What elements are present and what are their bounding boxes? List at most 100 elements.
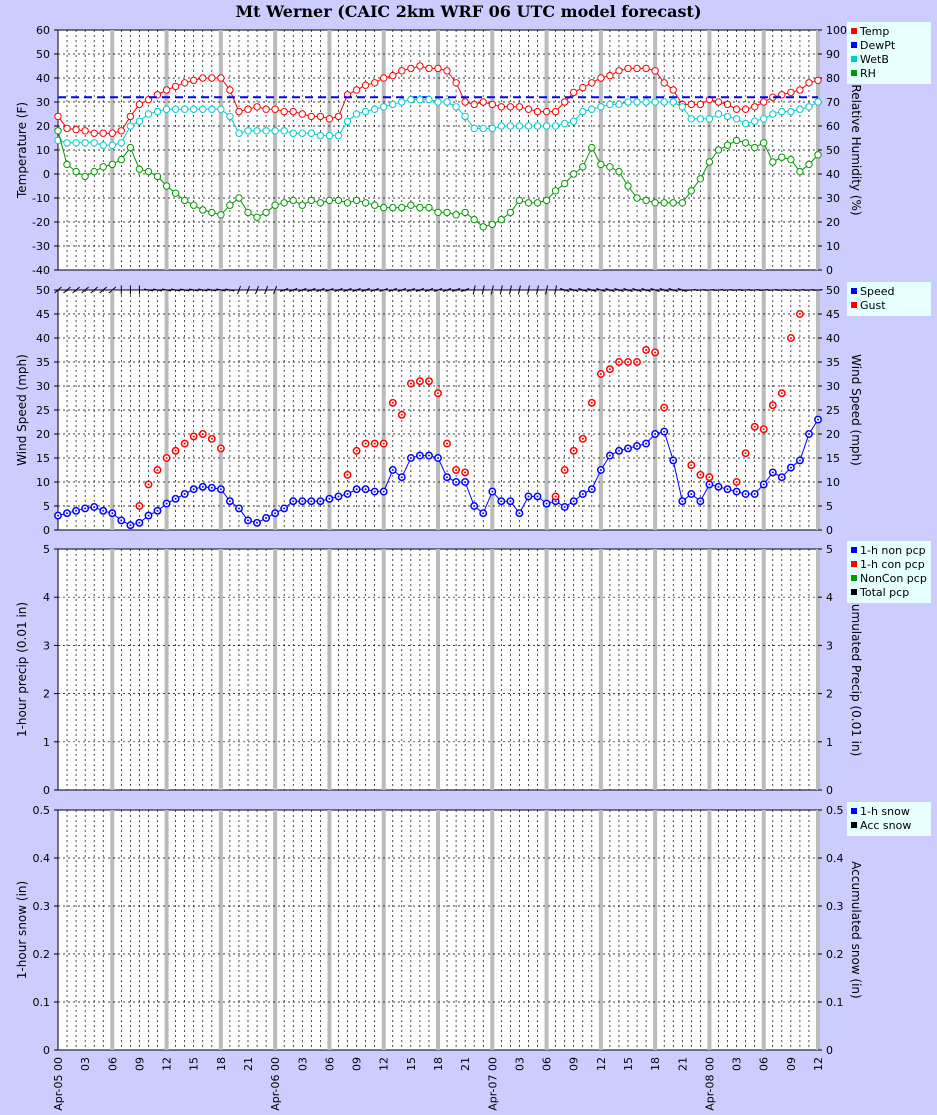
data-point-wetb (633, 98, 641, 106)
data-point-temp (307, 112, 315, 121)
data-point-rh (732, 136, 741, 145)
data-point-temp (63, 124, 71, 133)
legend-wind (847, 282, 931, 316)
data-point-speed-dot (346, 493, 349, 495)
panel-precip (54, 548, 822, 791)
data-point-speed-dot (174, 497, 177, 500)
data-point-temp (561, 98, 569, 106)
data-point-wetb (624, 98, 632, 106)
data-point-speed-dot (554, 500, 557, 503)
data-point-speed-dot (75, 509, 78, 512)
data-point-wetb (108, 141, 117, 149)
y-tick-label: 35 (36, 356, 50, 369)
wind-direction-arrow (273, 285, 278, 295)
data-point-speed-dot (654, 433, 657, 435)
y2-axis-label: Wind Speed (mph) (849, 354, 863, 466)
y2-tick-label: 70 (826, 96, 840, 109)
data-point-temp (72, 125, 80, 134)
wind-direction-arrow (527, 285, 530, 295)
data-point-speed-dot (708, 483, 711, 486)
data-point-gust-dot (590, 401, 593, 404)
y-tick-label: 15 (36, 452, 50, 465)
data-point-rh (814, 151, 822, 159)
legend-swatch (851, 302, 857, 308)
data-point-rh (443, 208, 451, 217)
data-point-rh (253, 213, 261, 221)
data-point-rh (126, 143, 135, 152)
data-point-wetb (642, 98, 650, 106)
panel-temperature (54, 29, 822, 271)
data-point-speed-dot (663, 430, 666, 433)
data-point-speed-dot (699, 500, 702, 503)
wind-direction-arrow (668, 288, 678, 292)
data-point-wetb (705, 115, 714, 123)
data-point-speed-dot (192, 488, 195, 491)
data-point-gust-dot (165, 457, 168, 459)
data-point-speed-dot (84, 507, 87, 510)
data-point-temp (54, 112, 62, 121)
data-point-gust-dot (373, 442, 376, 445)
data-point-speed-dot (382, 490, 385, 493)
y-tick-label: -10 (32, 192, 50, 205)
data-point-gust-dot (563, 469, 566, 471)
data-point-temp (642, 64, 650, 73)
data-point-rh (90, 167, 98, 176)
y-tick-label: -40 (32, 264, 50, 277)
data-point-gust-dot (355, 449, 358, 452)
x-tick-label: 03 (731, 1057, 744, 1071)
data-point-gust-dot (572, 449, 575, 452)
wind-direction-arrow (361, 288, 370, 292)
wind-direction-arrow (650, 288, 660, 292)
data-point-speed-dot (219, 488, 222, 491)
y-axis-label: Wind Speed (mph) (15, 354, 29, 466)
legend-label: RH (860, 67, 876, 80)
y2-tick-label: 50 (826, 284, 840, 297)
data-point-rh (696, 175, 705, 183)
data-point-speed-dot (473, 505, 476, 507)
wind-direction-arrow (325, 288, 334, 292)
data-point-temp (470, 100, 478, 109)
data-point-rh (144, 167, 153, 176)
data-point-rh (117, 155, 126, 164)
y2-tick-label: 4 (826, 591, 833, 604)
data-point-wetb (307, 129, 315, 137)
data-point-wetb (81, 139, 89, 147)
data-point-temp (787, 88, 795, 97)
data-point-temp (117, 127, 126, 135)
data-point-temp (280, 107, 288, 116)
panel-wind (54, 289, 822, 531)
legend-swatch (851, 589, 857, 595)
wind-direction-arrow (659, 288, 669, 292)
x-tick-label: 18 (215, 1057, 228, 1071)
legend-box (847, 541, 931, 603)
data-point-wetb (90, 139, 98, 147)
y-tick-label: 40 (36, 72, 50, 85)
data-point-speed-dot (762, 483, 765, 486)
data-point-wetb (54, 136, 62, 145)
wind-direction-arrow (499, 285, 503, 295)
data-point-wetb (606, 100, 614, 109)
x-tick-label: 15 (622, 1057, 635, 1071)
data-point-rh (407, 201, 415, 209)
x-tick-label: 12 (595, 1057, 608, 1071)
y2-tick-label: 60 (826, 120, 840, 133)
data-point-rh (217, 211, 225, 219)
data-point-wetb (551, 122, 560, 130)
data-point-gust-dot (156, 469, 159, 471)
wind-direction-arrow (352, 288, 361, 292)
data-point-speed-dot (455, 481, 458, 483)
data-point-rh (72, 167, 80, 176)
data-point-rh (606, 163, 614, 171)
data-point-temp (190, 76, 198, 85)
data-point-wetb (488, 124, 496, 133)
data-point-wetb (714, 110, 723, 118)
wind-direction-arrow (298, 288, 307, 292)
x-tick-label: 09 (133, 1057, 146, 1071)
data-point-temp (741, 105, 750, 113)
data-point-speed-dot (482, 512, 485, 515)
data-point-temp (732, 105, 741, 113)
data-point-gust-dot (418, 380, 421, 383)
data-point-rh (769, 158, 777, 166)
data-point-speed-dot (111, 512, 114, 515)
data-point-wetb (63, 139, 71, 147)
